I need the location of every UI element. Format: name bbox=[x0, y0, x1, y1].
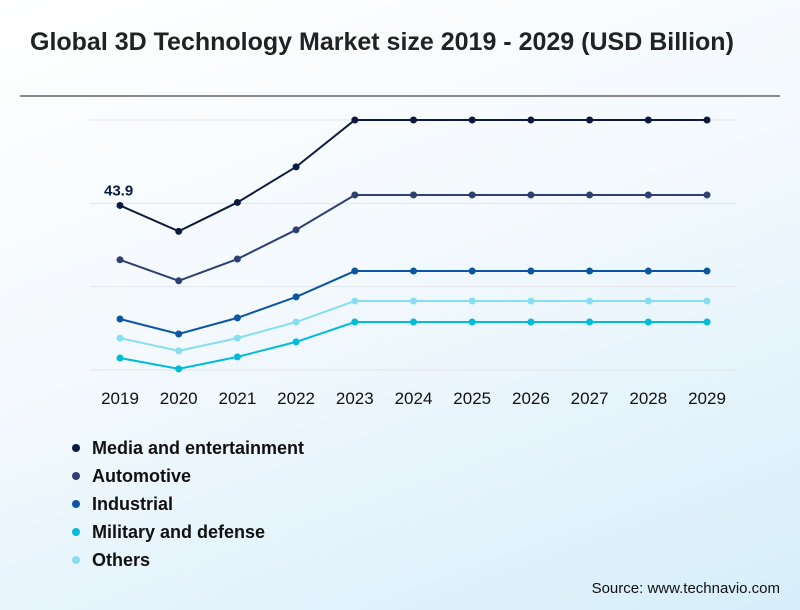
data-point bbox=[351, 116, 359, 124]
data-point bbox=[468, 116, 476, 124]
x-tick-label: 2026 bbox=[512, 389, 550, 408]
data-point bbox=[233, 314, 241, 322]
data-point bbox=[175, 347, 183, 355]
data-point bbox=[233, 198, 241, 206]
x-tick-label: 2020 bbox=[160, 389, 198, 408]
x-tick-label: 2028 bbox=[629, 389, 667, 408]
legend-item: Others bbox=[72, 546, 304, 574]
data-point bbox=[116, 315, 124, 323]
data-point bbox=[468, 191, 476, 199]
data-point bbox=[410, 116, 417, 124]
data-point bbox=[233, 255, 241, 263]
data-point bbox=[292, 318, 300, 326]
data-point bbox=[527, 191, 535, 199]
data-point bbox=[410, 297, 417, 305]
data-point bbox=[116, 354, 124, 362]
data-point bbox=[703, 116, 711, 124]
data-point bbox=[644, 297, 652, 305]
data-point bbox=[586, 297, 594, 305]
data-point bbox=[586, 116, 594, 124]
legend-label: Others bbox=[92, 549, 151, 570]
chart-title: Global 3D Technology Market size 2019 - … bbox=[30, 28, 734, 56]
data-point bbox=[586, 318, 594, 326]
data-point bbox=[175, 227, 183, 235]
x-tick-label: 2021 bbox=[218, 389, 256, 408]
x-tick-label: 2029 bbox=[688, 389, 726, 408]
data-point bbox=[351, 267, 359, 275]
data-point bbox=[292, 163, 300, 171]
series-line bbox=[119, 119, 707, 233]
data-point bbox=[292, 293, 300, 301]
legend-marker-icon bbox=[72, 500, 80, 508]
legend-label: Military and defense bbox=[92, 521, 266, 542]
legend-label: Media and entertainment bbox=[92, 437, 305, 458]
data-point bbox=[410, 191, 417, 199]
legend-marker-icon bbox=[72, 472, 80, 480]
data-point bbox=[116, 334, 124, 342]
data-point bbox=[410, 318, 417, 326]
data-point bbox=[351, 191, 359, 199]
legend-item: Industrial bbox=[72, 490, 304, 518]
legend: Media and entertainment Automotive Industr… bbox=[72, 434, 304, 574]
data-point bbox=[116, 201, 124, 209]
legend-marker-icon bbox=[72, 556, 80, 564]
x-tick-label: 2023 bbox=[336, 389, 374, 408]
data-point bbox=[644, 191, 652, 199]
x-tick-label: 2025 bbox=[453, 389, 491, 408]
data-point bbox=[703, 297, 711, 305]
data-point bbox=[116, 256, 124, 264]
data-point bbox=[644, 318, 652, 326]
data-point bbox=[468, 297, 476, 305]
data-point bbox=[586, 191, 594, 199]
x-tick-label: 2024 bbox=[395, 389, 433, 408]
data-point bbox=[468, 267, 476, 275]
data-point bbox=[644, 116, 652, 124]
data-point bbox=[468, 318, 476, 326]
data-label: 43.9 bbox=[104, 182, 133, 199]
data-point bbox=[410, 267, 417, 275]
legend-item: Media and entertainment bbox=[72, 434, 304, 462]
data-point bbox=[292, 226, 300, 234]
data-point bbox=[233, 353, 241, 361]
legend-label: Automotive bbox=[92, 465, 191, 486]
data-point bbox=[175, 365, 183, 373]
legend-marker-icon bbox=[72, 528, 80, 536]
data-point bbox=[644, 267, 652, 275]
line-chart: 2019 2020 2021 2022 2023 2024 2025 2026 2027 2028… bbox=[90, 116, 736, 408]
data-point bbox=[233, 334, 241, 342]
data-point bbox=[703, 267, 711, 275]
x-tick-label: 2027 bbox=[571, 389, 609, 408]
x-tick-label: 2022 bbox=[277, 389, 315, 408]
data-point bbox=[527, 267, 535, 275]
data-point bbox=[527, 297, 535, 305]
data-point bbox=[703, 191, 711, 199]
x-tick-label: 2019 bbox=[101, 389, 139, 408]
source-note: Source: www.technavio.com bbox=[591, 580, 780, 597]
legend-item: Military and defense bbox=[72, 518, 304, 546]
data-point bbox=[292, 338, 300, 346]
data-point bbox=[527, 318, 535, 326]
legend-label: Industrial bbox=[92, 493, 174, 514]
data-point bbox=[527, 116, 535, 124]
legend-item: Automotive bbox=[72, 462, 304, 490]
data-point bbox=[175, 330, 183, 338]
data-point bbox=[351, 297, 359, 305]
legend-marker-icon bbox=[72, 444, 80, 452]
data-point bbox=[586, 267, 594, 275]
title-divider bbox=[20, 95, 780, 97]
data-point bbox=[351, 318, 359, 326]
data-point bbox=[175, 277, 183, 285]
data-point bbox=[703, 318, 711, 326]
